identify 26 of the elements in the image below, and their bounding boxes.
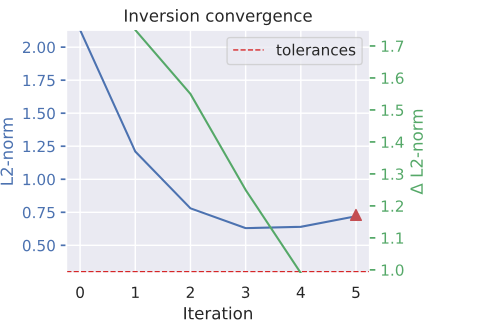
y2-tick-label: 1.1 (382, 232, 404, 244)
y2-tick-label: 1.6 (382, 72, 404, 84)
y2-axis-title: Δ L2-norm (410, 110, 423, 194)
y-tick-label: 2.00 (22, 42, 55, 54)
y-tick-label: 0.75 (22, 206, 55, 218)
y-tick-label: 0.50 (22, 240, 55, 252)
x-tick-label: 0 (76, 286, 84, 298)
x-tick-label: 2 (186, 286, 194, 298)
y2-tick-label: 1.3 (382, 168, 404, 180)
legend-label: tolerances (276, 44, 356, 56)
y2-tick-label: 1.2 (382, 200, 403, 212)
y-tick-label: 1.75 (24, 74, 55, 86)
y2-tick-label: 1.0 (382, 264, 404, 276)
x-axis-title: Iteration (184, 306, 252, 320)
y-tick-label: 1.00 (24, 174, 55, 186)
y-axis-title: L2-norm (0, 118, 14, 185)
y2-tick-label: 1.5 (382, 104, 404, 116)
x-tick-label: 4 (296, 286, 305, 298)
x-tick-label: 3 (242, 286, 250, 298)
y-tick-label: 1.50 (24, 108, 55, 120)
x-tick-label: 1 (132, 286, 139, 298)
y2-tick-label: 1.7 (382, 40, 404, 52)
x-tick-label: 5 (352, 286, 360, 298)
chart-title: Inversion convergence (125, 8, 312, 26)
y2-tick-label: 1.4 (382, 136, 404, 148)
y-tick-label: 1.25 (24, 140, 55, 152)
